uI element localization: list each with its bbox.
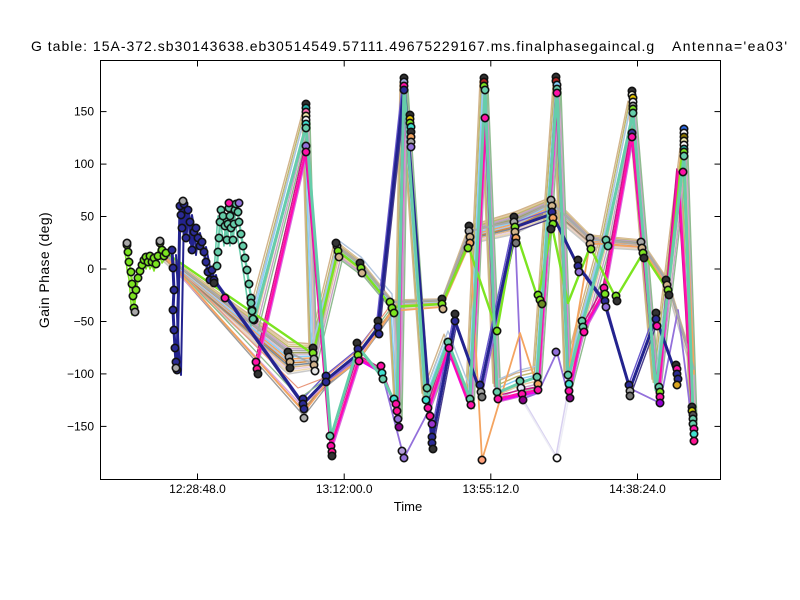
svg-text:−100: −100: [67, 367, 94, 381]
svg-text:13:12:00.0: 13:12:00.0: [316, 482, 373, 496]
svg-text:G table: 15A-372.sb30143638.eb: G table: 15A-372.sb30143638.eb30514549.5…: [31, 38, 655, 54]
svg-text:100: 100: [74, 157, 94, 171]
svg-text:Gain Phase (deg): Gain Phase (deg): [36, 212, 52, 328]
svg-text:13:55:12.0: 13:55:12.0: [462, 482, 519, 496]
svg-text:0: 0: [87, 262, 94, 276]
svg-text:−50: −50: [74, 315, 95, 329]
svg-text:150: 150: [74, 105, 94, 119]
svg-text:Time: Time: [394, 499, 422, 514]
svg-text:Antenna='ea03': Antenna='ea03': [672, 38, 788, 54]
svg-text:14:38:24.0: 14:38:24.0: [609, 482, 666, 496]
svg-text:−150: −150: [67, 419, 94, 433]
svg-text:12:28:48.0: 12:28:48.0: [169, 482, 226, 496]
svg-text:50: 50: [81, 210, 95, 224]
